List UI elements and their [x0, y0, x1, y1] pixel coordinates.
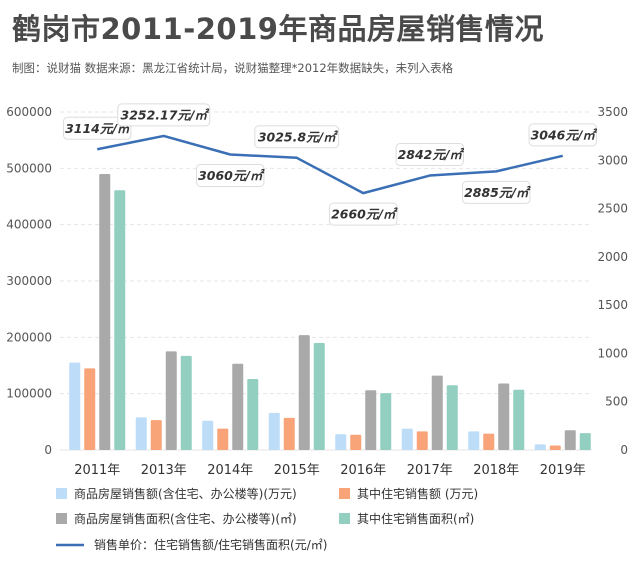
bar	[513, 389, 525, 450]
y-left-tick-label: 600000	[6, 105, 52, 119]
bar	[298, 335, 310, 450]
legend-swatch	[56, 513, 67, 524]
legend-swatch	[56, 488, 67, 499]
bar	[114, 190, 126, 450]
data-label: 3252.17元/㎡	[121, 107, 210, 122]
data-label: 3046元/㎡	[531, 127, 598, 142]
right-axis: 0 500 1000 1500 2000 2500 3000 3500	[597, 105, 628, 457]
bar	[350, 434, 362, 450]
bar	[268, 412, 280, 450]
bar	[380, 393, 392, 450]
legend-swatch	[339, 513, 350, 524]
legend-label: 商品房屋销售面积(含住宅、办公楼等)(㎡)	[74, 511, 297, 526]
y-right-tick-label: 0	[620, 443, 628, 457]
data-label-box	[63, 116, 132, 140]
bar	[549, 445, 561, 450]
y-right-tick-label: 500	[605, 395, 628, 409]
x-tick-label: 2013年	[141, 463, 187, 478]
data-label: 2842元/㎡	[398, 147, 465, 162]
y-right-tick-label: 2000	[597, 250, 628, 264]
x-tick-label: 2014年	[207, 463, 253, 478]
legend: 商品房屋销售额(含住宅、办公楼等)(万元) 其中住宅销售额 (万元) 商品房屋销售面…	[56, 486, 478, 552]
grid-lines	[60, 111, 592, 451]
legend-label: 商品房屋销售额(含住宅、办公楼等)(万元)	[74, 486, 297, 501]
y-right-tick-label: 2500	[597, 202, 628, 216]
chart-subtitle: 制图：说财猫 数据来源：黑龙江省统计局，说财猫整理*2012年数据缺失，未列入表…	[12, 61, 454, 75]
bar	[69, 362, 81, 450]
data-label-box	[254, 125, 340, 149]
x-tick-label: 2011年	[74, 463, 120, 478]
x-tick-label: 2017年	[407, 463, 453, 478]
data-label: 2885元/㎡	[464, 185, 531, 200]
x-tick-label: 2016年	[340, 463, 386, 478]
data-label: 3060元/㎡	[198, 168, 265, 183]
y-left-tick-label: 500000	[6, 161, 52, 175]
y-left-tick-label: 400000	[6, 218, 52, 232]
legend-swatch	[339, 488, 350, 499]
data-label-box	[462, 180, 531, 204]
bar	[401, 428, 413, 450]
bar	[446, 385, 458, 450]
bar	[135, 417, 147, 450]
bar	[335, 434, 347, 450]
bar-series	[69, 173, 591, 450]
y-right-tick-label: 3000	[597, 153, 628, 167]
data-label: 3025.8元/㎡	[258, 129, 338, 144]
y-left-tick-label: 300000	[6, 274, 52, 288]
bar	[217, 428, 229, 450]
legend-label: 销售单价：住宅销售额/住宅销售面积(元/㎡)	[94, 537, 327, 552]
x-tick-label: 2015年	[274, 463, 320, 478]
bar	[564, 430, 576, 450]
data-label: 2660元/㎡	[331, 207, 398, 222]
y-right-tick-label: 1000	[597, 346, 628, 360]
price-line-path	[97, 134, 564, 195]
chart-title: 鹤岗市2011-2019年商品房屋销售情况	[12, 12, 544, 46]
bar	[180, 355, 192, 450]
y-right-tick-label: 1500	[597, 298, 628, 312]
data-label: 3114元/㎡	[65, 121, 132, 136]
data-label-box	[117, 103, 211, 127]
bar	[99, 173, 111, 450]
bar	[579, 433, 591, 450]
bar	[247, 379, 259, 450]
bar	[534, 444, 546, 450]
bar	[283, 417, 295, 450]
bar	[232, 363, 244, 450]
data-label-box	[329, 202, 398, 226]
data-label-box	[395, 143, 464, 167]
bar	[416, 431, 428, 450]
bar	[468, 431, 480, 450]
bar	[313, 342, 325, 450]
bar	[431, 375, 443, 450]
y-right-tick-label: 3500	[597, 105, 628, 119]
y-left-tick-label: 0	[44, 443, 52, 457]
legend-label: 其中住宅销售面积(㎡)	[357, 511, 474, 526]
bar	[165, 351, 177, 450]
bar	[365, 390, 377, 450]
x-axis: 2011年 2013年 2014年 2015年 2016年 2017年 2018年 2019年	[74, 463, 586, 478]
bar	[202, 420, 214, 450]
x-tick-label: 2018年	[473, 463, 519, 478]
y-left-tick-label: 200000	[6, 330, 52, 344]
left-axis: 0 100000 200000 300000 400000 500000 600000	[6, 105, 52, 457]
bar	[150, 420, 162, 450]
x-tick-label: 2019年	[540, 463, 586, 478]
bar	[483, 433, 495, 450]
legend-label: 其中住宅销售额 (万元)	[357, 486, 478, 501]
bar	[84, 368, 96, 450]
data-label-box	[196, 163, 265, 187]
y-left-tick-label: 100000	[6, 387, 52, 401]
data-label-box	[528, 123, 597, 147]
bar	[498, 383, 510, 450]
